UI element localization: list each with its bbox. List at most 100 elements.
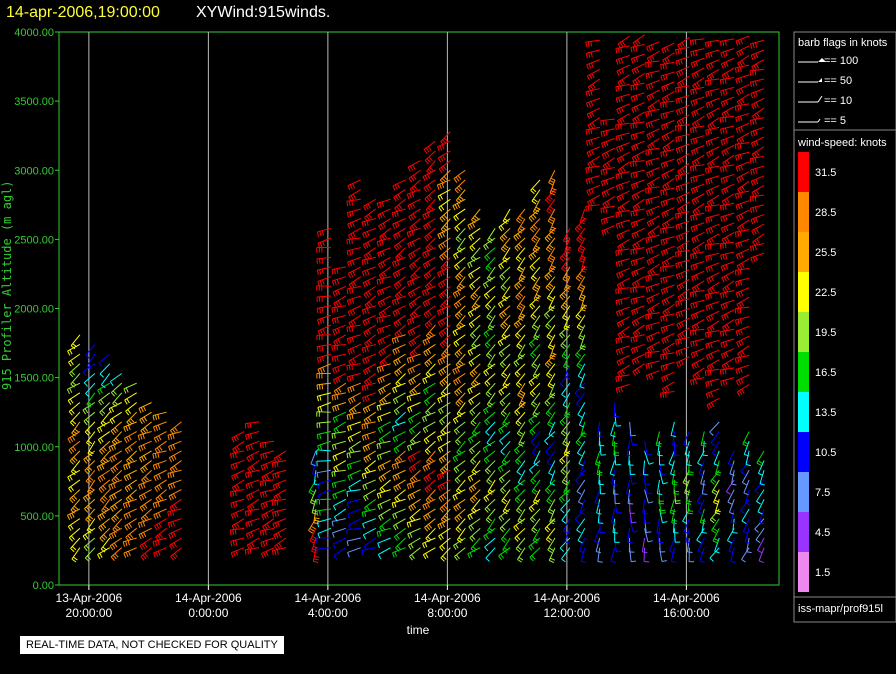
wind-barb-888 <box>597 508 604 524</box>
wind-barb-110 <box>138 479 152 490</box>
wind-barb-525 <box>437 392 451 404</box>
wind-barb-86 <box>122 537 137 547</box>
wind-barb-354 <box>377 498 391 510</box>
wind-barb-1222 <box>691 357 705 370</box>
wind-barb-1223 <box>690 348 705 359</box>
wind-barb-961 <box>671 470 678 486</box>
wind-barb-463 <box>409 179 421 194</box>
wind-barb-1220 <box>690 377 705 386</box>
wind-barb-1108 <box>630 82 645 91</box>
wind-barb-555 <box>456 528 466 544</box>
wind-barb-1103 <box>630 131 645 141</box>
wind-barb-1041 <box>756 450 765 466</box>
wind-barb-269 <box>333 295 347 308</box>
wind-barb-290 <box>347 382 361 394</box>
wind-barb-1378 <box>751 146 765 159</box>
wind-barb-43 <box>86 353 96 370</box>
wind-barb-752 <box>529 382 541 397</box>
wind-barb-814 <box>561 547 571 563</box>
speed-legend-entry-1: 28.5 <box>798 192 836 232</box>
wind-barb-417 <box>395 247 406 262</box>
wind-barb-886 <box>594 528 601 544</box>
wind-barb-1079 <box>632 363 645 376</box>
wind-barb-80 <box>109 411 123 425</box>
wind-barb-919 <box>629 499 635 514</box>
wind-barb-39 <box>86 392 96 408</box>
wind-barb-484 <box>422 373 436 384</box>
wind-barb-1207 <box>676 153 690 165</box>
wind-barb-1400 <box>586 107 600 119</box>
y-tick-label-1: 500.00 <box>20 511 54 523</box>
wind-barb-638 <box>484 460 496 475</box>
wind-barb-1141 <box>645 108 660 118</box>
wind-barb-53 <box>97 469 111 483</box>
wind-barb-802 <box>545 276 556 292</box>
wind-barb-686 <box>501 324 511 340</box>
wind-barb-168 <box>245 479 260 490</box>
wind-barb-394 <box>392 469 406 481</box>
wind-barb-217 <box>316 469 331 478</box>
wind-barb-658 <box>486 266 496 282</box>
wind-barb-812 <box>549 179 557 196</box>
wind-barb-662 <box>487 228 496 244</box>
wind-barb-460 <box>408 208 421 222</box>
wind-barb-1279 <box>705 175 720 185</box>
wind-barb-380 <box>377 247 391 258</box>
wind-barb-1081 <box>630 343 645 354</box>
wind-barb-556 <box>455 518 466 533</box>
wind-barb-1298 <box>720 338 735 348</box>
wind-barb-734 <box>516 208 526 224</box>
wind-barb-384 <box>377 208 391 220</box>
wind-barb-1310 <box>720 222 735 234</box>
wind-barb-885 <box>595 537 602 554</box>
wind-barb-561 <box>454 469 466 484</box>
wind-barb-1274 <box>705 223 720 235</box>
wind-barb-294 <box>347 343 361 355</box>
wind-barb-599 <box>469 489 481 504</box>
wind-barb-1194 <box>676 279 690 291</box>
wind-barb-762 <box>533 286 541 302</box>
wind-barb-1299 <box>719 328 735 337</box>
wind-barb-437 <box>410 431 421 446</box>
wind-barb-1152 <box>660 361 675 372</box>
wind-barb-1228 <box>690 299 705 309</box>
wind-barb-424 <box>392 179 406 191</box>
wind-barb-42 <box>82 363 96 377</box>
wind-barb-710 <box>513 440 526 455</box>
wind-barb-541 <box>438 237 451 251</box>
wind-barb-839 <box>562 305 571 321</box>
wind-barb-776 <box>545 528 556 543</box>
wind-barb-601 <box>467 469 481 482</box>
wind-barb-288 <box>348 402 362 415</box>
wind-barb-1297 <box>720 348 735 360</box>
wind-barb-1002 <box>715 460 722 476</box>
wind-barb-1418 <box>600 128 615 137</box>
wind-barb-502 <box>425 198 436 214</box>
wind-barb-590 <box>455 189 466 204</box>
wind-barb-462 <box>406 189 421 200</box>
wind-barb-1153 <box>660 352 675 360</box>
wind-barb-169 <box>244 469 260 479</box>
wind-barb-897 <box>597 421 603 437</box>
wind-barb-544 <box>439 208 451 223</box>
wind-barb-520 <box>437 440 451 453</box>
wind-barb-1008 <box>728 537 735 554</box>
wind-barb-411 <box>392 305 406 317</box>
wind-barb-587 <box>454 218 466 232</box>
wind-barb-810 <box>546 198 556 214</box>
wind-barb-589 <box>452 198 466 211</box>
wind-barb-1314 <box>721 183 735 195</box>
wind-barb-913 <box>613 402 620 418</box>
wind-barb-859 <box>576 440 586 457</box>
wind-barb-1413 <box>600 176 615 187</box>
wind-barb-1094 <box>630 218 645 228</box>
wind-barb-1295 <box>719 367 735 375</box>
wind-barb-112 <box>140 460 152 474</box>
wind-barb-936 <box>644 470 651 485</box>
wind-barb-70 <box>111 508 123 523</box>
wind-barb-1361 <box>735 84 750 96</box>
wind-barb-1162 <box>660 265 675 273</box>
wind-barb-440 <box>407 402 421 413</box>
wind-barb-106 <box>137 518 152 529</box>
y-tick-label-0: 0.00 <box>33 580 54 592</box>
